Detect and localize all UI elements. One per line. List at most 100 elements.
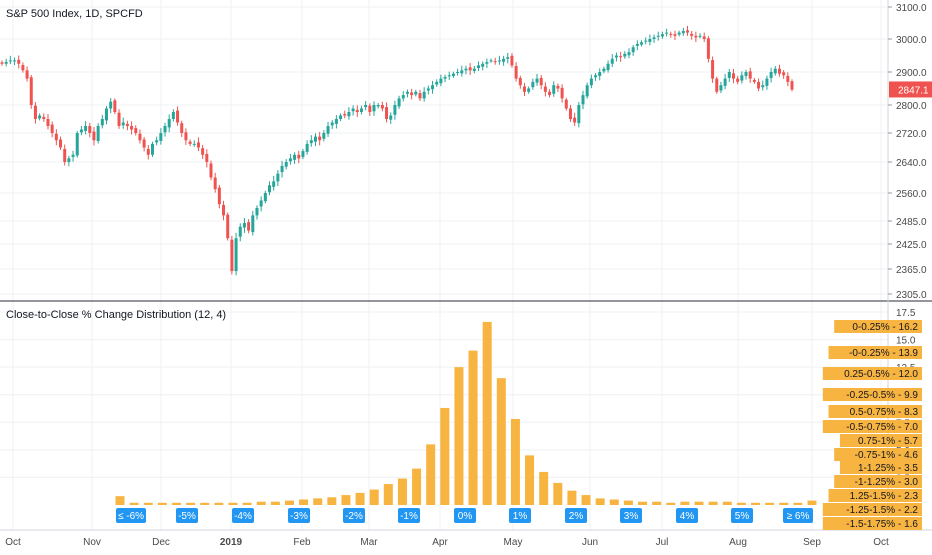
candle-body [640, 42, 644, 45]
bin-label-tag [454, 508, 476, 523]
candle-body [660, 34, 664, 37]
legend-row-label: -0.25-0.5% - 9.9 [846, 390, 918, 401]
candle-body [644, 40, 648, 42]
candle-body [577, 105, 581, 124]
candle-body [614, 55, 618, 58]
distribution-bar [609, 499, 619, 505]
bin-label-tag [509, 508, 531, 523]
candle-body [234, 238, 238, 272]
bin-label-tag [565, 508, 587, 523]
candle-body [13, 60, 17, 62]
x-axis-month-label: Jul [656, 537, 669, 548]
price-tick-label: 2800.0 [896, 101, 927, 112]
legend-row-label: -1.5-1.75% - 1.6 [846, 519, 918, 530]
candle-body [727, 72, 731, 78]
candle-body [92, 131, 96, 141]
candle-body [460, 70, 464, 74]
candle-body [247, 222, 251, 231]
candle-body [757, 81, 761, 89]
candle-body [652, 37, 656, 39]
candle-body [46, 119, 50, 126]
bin-label: ≥ 6% [787, 511, 810, 522]
candle-body [698, 35, 702, 37]
x-axis-month-label: Oct [5, 537, 21, 548]
grid-layer [0, 0, 888, 530]
candle-body [163, 126, 167, 133]
distribution-bar [284, 500, 294, 505]
candle-body [477, 65, 481, 69]
candle-body [230, 239, 234, 272]
candle-body [539, 77, 543, 86]
candle-body [790, 81, 794, 90]
candle-body [493, 61, 497, 63]
candle-body [196, 142, 200, 148]
candle-body [548, 91, 552, 96]
candle-body [272, 181, 276, 187]
candle-body [690, 33, 694, 36]
candle-body [589, 78, 593, 86]
candle-body [125, 123, 129, 126]
bin-label: -4% [234, 511, 252, 522]
candle-body [117, 112, 121, 126]
candle-body [121, 122, 125, 126]
candle-body [431, 85, 435, 90]
last-price-label: 2847.1 [898, 85, 929, 96]
candle-body [238, 226, 242, 237]
legend-row-tag [822, 388, 922, 401]
candle-body [385, 107, 389, 119]
distribution-bar [426, 444, 436, 505]
legend-row-tag [822, 420, 922, 433]
candle-body [602, 68, 606, 72]
bin-label-tag [288, 508, 310, 523]
candle-body [715, 78, 719, 92]
candle-body [138, 133, 142, 141]
candle-body [472, 68, 476, 72]
bin-label-tag [343, 508, 365, 523]
candle-body [527, 88, 531, 92]
candle-body [405, 91, 409, 94]
price-tick-label: 2365.0 [896, 265, 927, 276]
distribution-bar [567, 490, 577, 505]
candle-body [506, 57, 510, 59]
price-tick-label: 2425.0 [896, 240, 927, 251]
candle-body [777, 68, 781, 74]
distribution-bar [129, 502, 139, 505]
x-axis-month-label: Dec [152, 537, 170, 548]
candle-body [673, 34, 677, 36]
candle-body [359, 108, 363, 112]
candle-body [401, 95, 405, 99]
distribution-bar [553, 482, 563, 505]
bin-label-tag [176, 508, 198, 523]
bin-label-tag [676, 508, 698, 523]
candle-body [29, 77, 33, 105]
candle-body [748, 71, 752, 79]
candle-body [782, 72, 786, 76]
candle-body [42, 116, 46, 119]
candle-body [635, 43, 639, 46]
candle-body [552, 85, 556, 94]
candle-body [510, 55, 514, 66]
bin-label-tag [232, 508, 254, 523]
candle-body [301, 151, 305, 157]
candle-body [397, 98, 401, 107]
candle-body [769, 72, 773, 78]
candle-body [376, 105, 380, 107]
candle-body [205, 154, 209, 162]
candle-body [171, 112, 175, 119]
candle-body [355, 109, 359, 112]
distribution-bars [115, 321, 817, 505]
distribution-bar [115, 496, 125, 505]
candle-body [330, 122, 334, 126]
candle-body [669, 33, 673, 35]
candle-body [723, 78, 727, 86]
bin-label-tag [116, 508, 146, 523]
distribution-bar [228, 502, 238, 505]
bin-label: 0% [458, 511, 473, 522]
legend-row-label: -0.5-0.75% - 7.0 [846, 422, 918, 433]
legend-row-label: 1.25-1.5% - 2.3 [850, 491, 919, 502]
bin-label: 3% [624, 511, 639, 522]
candle-body [75, 133, 79, 156]
candle-body [736, 78, 740, 82]
candle-body [297, 154, 301, 159]
bin-label: -2% [345, 511, 363, 522]
